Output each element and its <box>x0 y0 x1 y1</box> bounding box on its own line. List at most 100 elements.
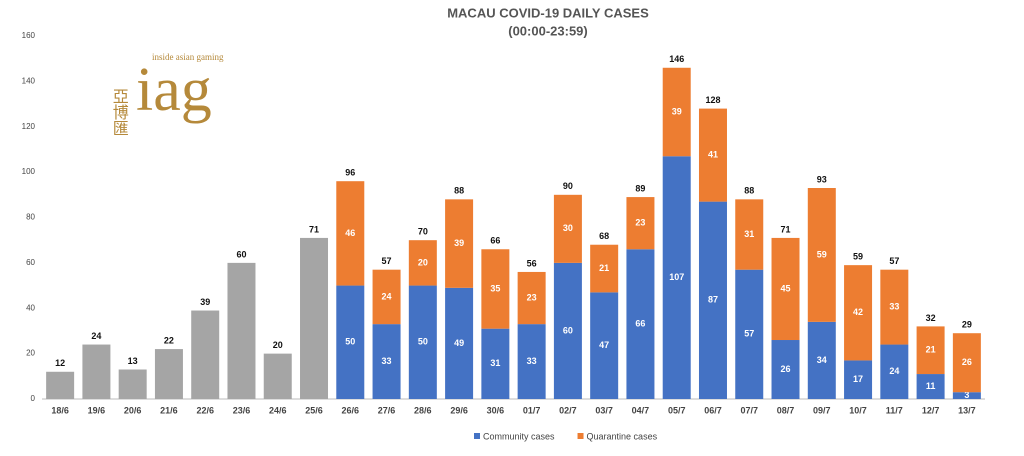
bar-segment <box>916 326 945 375</box>
legend-swatch <box>474 433 480 439</box>
bar-segment <box>553 194 582 263</box>
value-label: 39 <box>200 297 210 307</box>
bar-segment <box>191 310 220 399</box>
total-label: 68 <box>599 231 609 241</box>
bar-segment <box>263 353 292 399</box>
bar-segment <box>698 201 727 399</box>
total-label: 146 <box>669 54 684 64</box>
y-tick-label: 60 <box>26 258 35 267</box>
x-tick-label: 25/6 <box>305 405 323 415</box>
x-tick-label: 23/6 <box>233 405 251 415</box>
bar-segment <box>807 188 836 322</box>
bar-segment <box>844 360 873 399</box>
bar-segment <box>445 199 474 288</box>
chart-subtitle: (00:00-23:59) <box>508 23 588 38</box>
total-label: 29 <box>962 320 972 330</box>
bar-segment <box>517 271 546 325</box>
x-tick-label: 21/6 <box>160 405 178 415</box>
x-tick-label: 29/6 <box>450 405 468 415</box>
x-tick-label: 20/6 <box>124 405 142 415</box>
total-label: 71 <box>781 224 791 234</box>
total-label: 93 <box>817 174 827 184</box>
bar-segment <box>118 369 147 399</box>
x-tick-label: 05/7 <box>668 405 686 415</box>
value-label: 21 <box>599 263 609 273</box>
value-label: 23 <box>527 292 537 302</box>
x-tick-label: 11/7 <box>886 405 903 415</box>
legend-swatch <box>577 433 584 439</box>
total-label: 90 <box>563 181 573 191</box>
value-label: 26 <box>781 364 791 374</box>
value-label: 17 <box>853 374 863 384</box>
value-label: 59 <box>817 249 827 259</box>
bar-segment <box>771 237 800 341</box>
y-tick-label: 0 <box>31 394 36 403</box>
bar-segment <box>626 249 655 399</box>
bar-segment <box>916 374 945 399</box>
x-tick-label: 27/6 <box>378 405 396 415</box>
y-tick-label: 40 <box>26 303 35 312</box>
bar-segment <box>46 371 75 399</box>
total-label: 32 <box>926 313 936 323</box>
value-label: 39 <box>672 106 682 116</box>
total-label: 89 <box>635 183 645 193</box>
total-label: 66 <box>490 236 500 246</box>
x-tick-label: 26/6 <box>342 405 360 415</box>
value-label: 107 <box>669 272 684 282</box>
bar-segment <box>408 240 437 286</box>
bar-segment <box>553 262 582 399</box>
total-label: 70 <box>418 227 428 237</box>
bar-segment <box>735 199 764 270</box>
x-tick-label: 02/7 <box>559 405 577 415</box>
bar-segment <box>698 108 727 202</box>
bar-segment <box>590 244 619 293</box>
x-tick-label: 08/7 <box>777 405 795 415</box>
bar-segment <box>82 344 111 399</box>
bar-segment <box>300 237 329 399</box>
value-label: 12 <box>55 358 65 368</box>
value-label: 49 <box>454 338 464 348</box>
total-label: 96 <box>345 168 355 178</box>
bar-segment <box>590 292 619 399</box>
value-label: 22 <box>164 335 174 345</box>
x-tick-label: 04/7 <box>632 405 650 415</box>
bar-segment <box>481 249 510 329</box>
total-label: 128 <box>705 95 720 105</box>
value-label: 11 <box>926 381 936 391</box>
value-label: 57 <box>744 329 754 339</box>
x-tick-label: 13/7 <box>958 405 976 415</box>
y-tick-label: 80 <box>26 213 35 222</box>
bar-segment <box>626 197 655 250</box>
x-tick-label: 10/7 <box>849 405 867 415</box>
logo-mark: iag <box>136 56 212 124</box>
total-label: 57 <box>889 256 899 266</box>
value-label: 30 <box>563 223 573 233</box>
value-label: 33 <box>527 356 537 366</box>
value-label: 21 <box>926 345 936 355</box>
value-label: 35 <box>490 283 500 293</box>
bar-segment <box>372 324 401 399</box>
x-tick-label: 22/6 <box>196 405 214 415</box>
total-label: 56 <box>527 258 537 268</box>
value-label: 26 <box>962 357 972 367</box>
bar-segment <box>662 67 691 157</box>
value-label: 31 <box>744 229 754 239</box>
value-label: 20 <box>418 257 428 267</box>
value-label: 3 <box>964 390 969 400</box>
x-tick-label: 01/7 <box>523 405 541 415</box>
value-label: 46 <box>345 228 355 238</box>
value-label: 60 <box>563 325 573 335</box>
bar-segment <box>880 269 909 345</box>
bar-segment <box>771 340 800 399</box>
value-label: 31 <box>490 358 500 368</box>
value-label: 66 <box>635 319 645 329</box>
value-label: 50 <box>345 337 355 347</box>
y-tick-label: 20 <box>26 349 35 358</box>
value-label: 87 <box>708 295 718 305</box>
logo-tagline: inside asian gaming <box>152 52 224 62</box>
bar-segment <box>336 181 365 286</box>
total-label: 88 <box>744 186 754 196</box>
x-tick-label: 19/6 <box>88 405 106 415</box>
y-tick-label: 120 <box>22 122 36 131</box>
